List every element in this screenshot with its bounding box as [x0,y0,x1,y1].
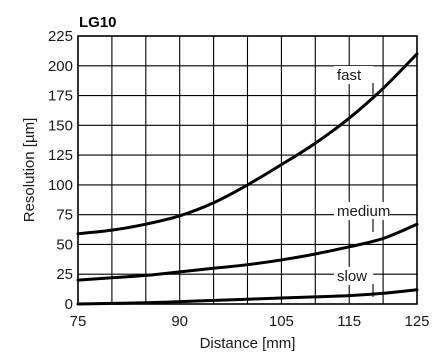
y-tick-label: 50 [56,236,73,253]
x-axis-label: Distance [mm] [200,335,296,352]
y-tick-labels: 0 25 50 75 100 125 150 175 200 225 [48,28,73,313]
series-line-medium [76,222,419,282]
y-tick-label: 225 [48,28,73,45]
x-tick-label: 105 [269,313,294,330]
series-label-slow: slow [337,268,367,285]
y-tick-label: 25 [56,266,73,283]
y-tick-label: 200 [48,58,73,75]
x-tick-label: 125 [404,313,429,330]
series-line-slow [76,288,419,306]
y-tick-label: 125 [48,147,73,164]
y-tick-label: 0 [65,296,73,313]
chart-title: LG10 [79,14,117,31]
series-curves [76,52,419,306]
series-label-medium: medium [337,203,390,220]
y-tick-label: 175 [48,88,73,105]
x-tick-label: 90 [171,313,188,330]
series-label-background [334,202,390,220]
series-line-fast [76,52,419,236]
series-label-background [334,267,374,285]
y-axis-label: Resolution [µm] [21,118,38,223]
y-tick-label: 75 [56,207,73,224]
x-tick-labels: 75 90 105 115 125 [70,313,430,330]
y-tick-label: 100 [48,177,73,194]
series-label-fast: fast [337,67,362,84]
series-label-background [334,66,374,84]
x-tick-label: 75 [70,313,87,330]
series-labels: fast medium slow [334,66,390,297]
y-tick-label: 150 [48,117,73,134]
x-tick-label: 115 [337,313,361,330]
plot-frame [77,35,418,305]
